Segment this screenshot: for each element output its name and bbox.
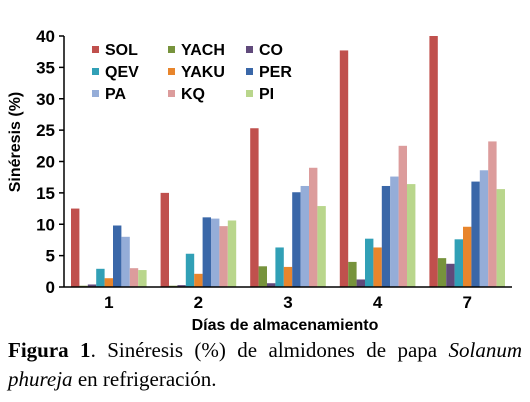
y-tick-label: 5	[46, 247, 55, 266]
y-tick-label: 10	[36, 215, 55, 234]
bar-per-day-3	[292, 192, 301, 287]
bar-co-day-1	[87, 284, 97, 287]
bar-pi-day-1	[138, 270, 147, 287]
y-tick-label: 30	[36, 90, 55, 109]
x-tick-label: 2	[194, 293, 203, 312]
legend-label-qev: QEV	[105, 64, 139, 81]
caption-text-start: . Sinéresis (%) de almidones de papa	[90, 338, 449, 362]
figure-label: Figura 1	[8, 338, 91, 362]
legend-swatch-pa	[92, 90, 99, 97]
bar-yach-day-4	[348, 261, 357, 287]
bar-yach-day-3	[258, 266, 267, 287]
y-tick-labels: 0 5 10 15 20 25 30 35 40	[36, 27, 64, 297]
legend-label-pi: PI	[259, 86, 274, 103]
x-axis-title: Días de almacenamiento	[192, 317, 379, 334]
bar-kq-day-3	[309, 167, 318, 287]
y-axis-title: Sinéresis (%)	[7, 92, 24, 192]
bar-pi-day-7	[496, 189, 505, 287]
y-tick-label: 0	[46, 278, 55, 297]
legend-label-kq: KQ	[181, 86, 205, 103]
bar-pa-day-7	[479, 170, 489, 287]
bars-layer	[71, 36, 505, 288]
bar-pa-day-4	[390, 176, 399, 287]
legend-label-yaku: YAKU	[181, 64, 225, 81]
bar-co-day-2	[177, 285, 186, 287]
y-tick-label: 35	[36, 58, 55, 77]
bar-yaku-day-2	[194, 273, 203, 287]
bar-pi-day-3	[317, 206, 326, 287]
legend-label-yach: YACH	[181, 42, 225, 59]
bar-yaku-day-4	[373, 247, 382, 287]
legend: SOL YACH CO QEV YAKU PER PA KQ PI	[92, 42, 292, 103]
bar-qev-day-1	[96, 268, 105, 287]
legend-swatch-yaku	[168, 68, 175, 75]
bar-pi-day-2	[227, 220, 237, 287]
bar-sol-day-3	[250, 128, 259, 287]
y-tick-label: 20	[36, 153, 55, 172]
x-tick-label: 3	[283, 293, 292, 312]
bar-sol-day-1	[71, 208, 80, 287]
bar-qev-day-2	[185, 253, 195, 287]
bar-qev-day-7	[454, 239, 463, 287]
bar-yaku-day-1	[104, 278, 113, 287]
x-tick-label: 7	[462, 293, 471, 312]
x-tick-label: 4	[373, 293, 383, 312]
legend-swatch-per	[246, 68, 253, 75]
bar-pa-day-1	[121, 236, 130, 287]
y-tick-label: 15	[36, 184, 55, 203]
legend-label-pa: PA	[105, 86, 126, 103]
bar-pa-day-2	[211, 218, 220, 287]
figure-caption: Figura 1. Sinéresis (%) de almidones de …	[8, 336, 522, 394]
legend-swatch-co	[246, 46, 253, 53]
bar-co-day-3	[267, 283, 276, 287]
bar-pa-day-3	[300, 185, 309, 287]
legend-swatch-pi	[246, 90, 253, 97]
legend-label-per: PER	[259, 64, 292, 81]
bar-per-day-1	[113, 225, 122, 287]
legend-swatch-sol	[92, 46, 99, 53]
bar-sol-day-4	[339, 50, 349, 288]
bar-kq-day-7	[488, 141, 497, 287]
bar-yaku-day-7	[463, 226, 472, 287]
y-tick-label: 40	[36, 27, 55, 46]
bar-yaku-day-3	[283, 266, 293, 287]
bar-kq-day-2	[219, 226, 228, 287]
bar-yach-day-7	[437, 258, 447, 287]
bar-qev-day-4	[365, 238, 374, 287]
legend-label-co: CO	[259, 42, 283, 59]
bar-per-day-4	[381, 185, 391, 287]
bar-kq-day-4	[398, 145, 407, 287]
bar-per-day-2	[202, 217, 211, 287]
caption-species-name: Solanum phureja	[8, 338, 522, 391]
bar-sol-day-2	[160, 192, 169, 287]
sineresis-bar-chart: 0 5 10 15 20 25 30 35 40 1 2 3 4 7 Sinéresis (%) Día…	[7, 27, 512, 334]
bar-co-day-7	[446, 263, 455, 287]
legend-swatch-yach	[168, 46, 175, 53]
bar-per-day-7	[471, 181, 480, 287]
legend-swatch-kq	[168, 90, 175, 97]
bar-kq-day-1	[129, 268, 139, 287]
legend-swatch-qev	[92, 68, 99, 75]
bar-pi-day-4	[407, 184, 416, 287]
x-tick-label: 1	[104, 293, 113, 312]
caption-text-end: en refrigeración.	[72, 367, 217, 391]
x-tick-labels: 1 2 3 4 7	[104, 293, 472, 312]
y-tick-label: 25	[36, 121, 55, 140]
bar-co-day-4	[356, 279, 365, 287]
bar-sol-day-7	[429, 36, 438, 287]
legend-label-sol: SOL	[105, 42, 138, 59]
bar-qev-day-3	[275, 247, 284, 287]
